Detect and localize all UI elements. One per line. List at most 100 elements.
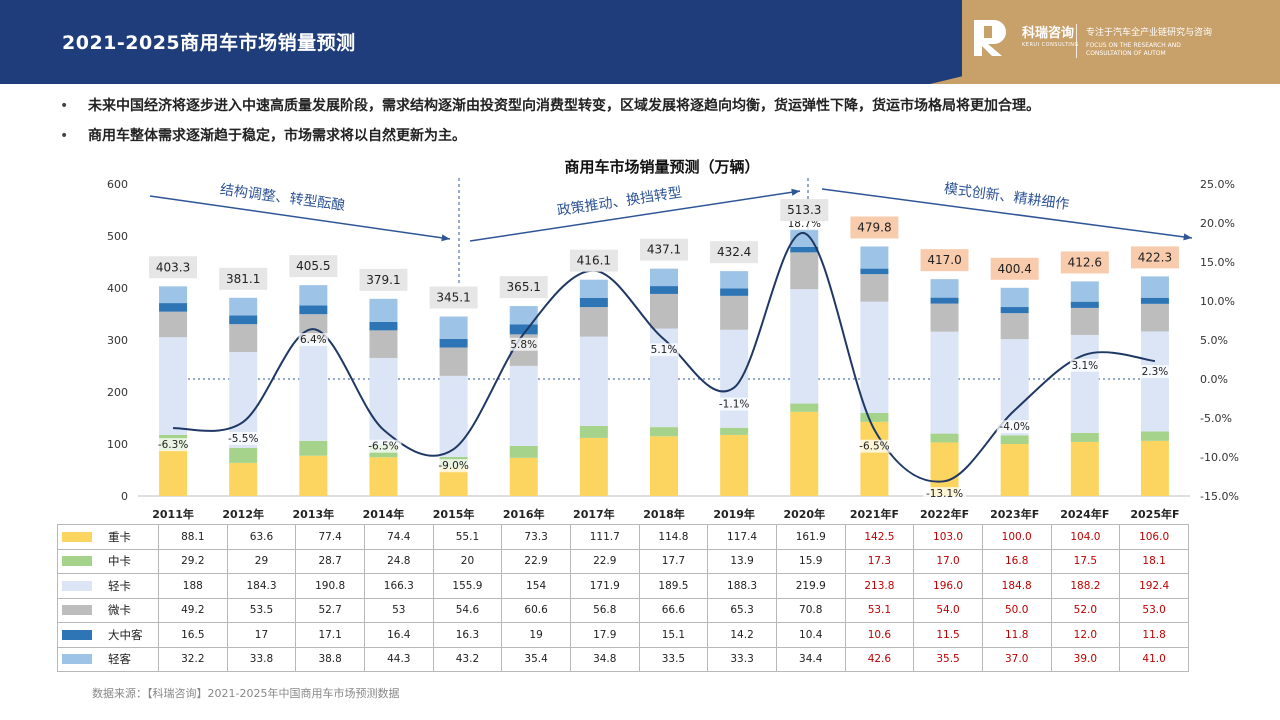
bullet-dot: • <box>60 128 69 144</box>
y-tick-label: 200 <box>107 386 128 399</box>
bar-segment <box>579 307 608 337</box>
phase-label: 政策推动、换挡转型 <box>556 184 683 219</box>
table-cell: 184.3 <box>226 573 297 599</box>
table-cell: 17.3 <box>844 548 915 574</box>
x-tick-label: 2025年F <box>1130 507 1179 521</box>
y2-tick-label: 25.0% <box>1200 178 1235 191</box>
total-label: 513.3 <box>787 203 821 217</box>
table-cell: 10.4 <box>775 622 846 648</box>
legend-swatch <box>62 605 92 616</box>
growth-label: -6.5% <box>859 441 889 453</box>
growth-label: -4.0% <box>999 421 1029 433</box>
table-cell: 154 <box>501 573 571 599</box>
total-label-box <box>569 249 618 272</box>
table-cell: 17.5 <box>1050 548 1121 574</box>
table-cell: 35.4 <box>501 646 571 672</box>
bar-segment <box>229 315 258 325</box>
table-cell: 161.9 <box>775 524 846 550</box>
total-label: 437.1 <box>647 243 681 257</box>
bar-segment <box>860 301 889 413</box>
y-tick-label: 500 <box>107 230 128 243</box>
bar-segment <box>369 330 398 358</box>
growth-label-bg <box>856 439 893 453</box>
bar-segment <box>1140 431 1169 441</box>
brand-name: 科瑞咨询 <box>1022 26 1075 41</box>
table-cell: 16.8 <box>981 548 1052 574</box>
bar-segment <box>720 288 749 296</box>
bar-segment <box>930 279 959 298</box>
bar-segment <box>229 447 258 463</box>
brand-tagline-en-2: CONSULTATION OF AUTOM <box>1086 50 1166 57</box>
growth-label: 2.3% <box>1142 366 1169 378</box>
y2-tick-label: -15.0% <box>1200 490 1239 503</box>
table-cell: 188.3 <box>707 573 777 599</box>
x-tick-label: 2018年 <box>643 507 685 521</box>
x-tick-label: 2015年 <box>433 507 475 521</box>
table-cell: 188 <box>158 573 228 599</box>
brand-subname: KERUI CONSULTING <box>1022 42 1079 48</box>
total-label-box <box>990 257 1039 280</box>
total-label-box <box>1130 246 1179 269</box>
bar-segment <box>299 455 328 496</box>
total-label: 345.1 <box>436 291 470 305</box>
x-tick-label: 2020年 <box>783 507 825 521</box>
phase-arrow <box>469 190 801 242</box>
bar-segment <box>1070 432 1099 442</box>
table-cell: 88.1 <box>158 524 228 550</box>
bar-segment <box>650 293 678 329</box>
series-label-cell: 轻卡 <box>57 573 159 599</box>
growth-label-bg <box>225 431 262 445</box>
table-cell: 16.5 <box>158 622 228 648</box>
x-tick-label: 2017年 <box>573 507 615 521</box>
table-cell: 16.4 <box>363 622 434 648</box>
bar-segment <box>159 303 188 312</box>
total-label-box <box>219 267 268 290</box>
bar-segment <box>650 286 678 294</box>
series-name: 中卡 <box>108 554 131 569</box>
table-cell: 24.8 <box>363 548 434 574</box>
table-cell: 11.5 <box>913 622 983 648</box>
table-cell: 12.0 <box>1050 622 1121 648</box>
table-cell: 189.5 <box>638 573 709 599</box>
x-tick-label: 2023年F <box>990 507 1039 521</box>
growth-label-bg <box>155 438 192 452</box>
bar-segment <box>579 297 608 308</box>
bar-segment <box>790 246 819 253</box>
chart-title: 商用车市场销量预测（万辆） <box>564 158 759 176</box>
total-label-box <box>920 249 969 272</box>
table-cell: 20 <box>432 548 503 574</box>
bar-segment <box>1070 307 1099 335</box>
bar-segment <box>369 357 398 445</box>
total-label: 365.1 <box>507 280 541 294</box>
bar-segment <box>930 442 959 496</box>
bar-segment <box>159 450 188 496</box>
total-label: 405.5 <box>296 259 330 273</box>
x-tick-label: 2024年F <box>1060 507 1109 521</box>
total-label-box <box>499 276 548 299</box>
table-cell: 49.2 <box>158 597 228 623</box>
bar-segment <box>579 426 608 438</box>
total-label: 400.4 <box>997 262 1031 276</box>
bar-segment <box>930 297 959 304</box>
bar-segment <box>1140 303 1169 332</box>
bar-segment <box>790 252 819 290</box>
table-cell: 219.9 <box>775 573 846 599</box>
total-label: 432.4 <box>717 245 751 259</box>
table-cell: 17.1 <box>295 622 365 648</box>
x-tick-label: 2012年 <box>222 507 264 521</box>
table-cell: 73.3 <box>501 524 571 550</box>
table-cell: 114.8 <box>638 524 709 550</box>
table-cell: 10.6 <box>844 622 915 648</box>
table-cell: 17.9 <box>569 622 640 648</box>
growth-label-bg <box>435 459 472 473</box>
total-label: 381.1 <box>226 272 260 286</box>
table-cell: 104.0 <box>1050 524 1121 550</box>
table-cell: 56.8 <box>569 597 640 623</box>
table-cell: 22.9 <box>569 548 640 574</box>
bar-segment <box>1070 334 1099 433</box>
series-label-cell: 轻客 <box>57 646 159 672</box>
bar-segment <box>650 436 678 496</box>
bar-segment <box>790 403 819 412</box>
y2-tick-label: 5.0% <box>1200 334 1228 347</box>
bar-segment <box>650 427 678 437</box>
